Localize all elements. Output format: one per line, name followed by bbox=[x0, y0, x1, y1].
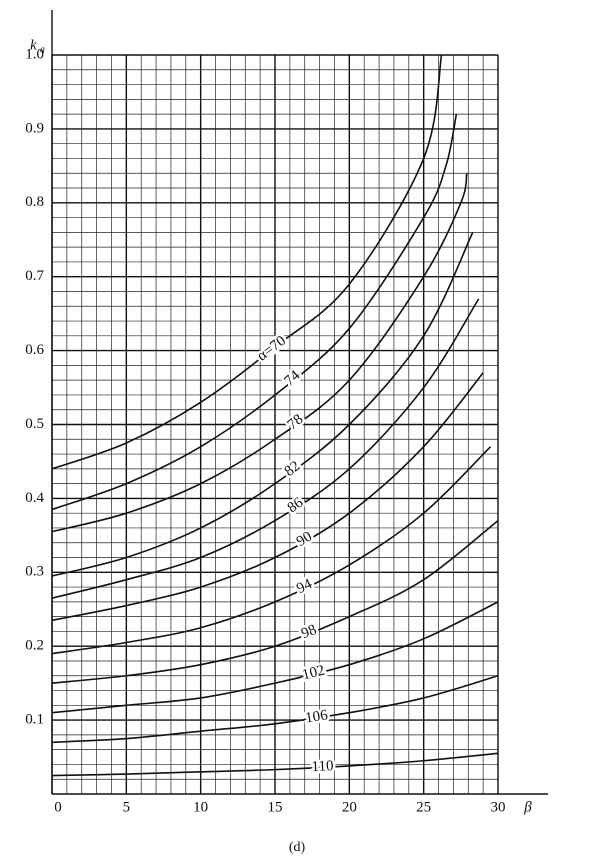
x-tick-label: 30 bbox=[491, 799, 506, 815]
y-tick-label: 0.8 bbox=[25, 194, 44, 210]
curve bbox=[51, 232, 474, 577]
x-tick-label: 0 bbox=[54, 799, 62, 815]
y-axis-label-sub: a bbox=[40, 44, 45, 55]
series-label: 106 bbox=[304, 707, 329, 726]
caption: (d) bbox=[289, 840, 306, 855]
curve bbox=[51, 446, 492, 655]
x-tick-label: 5 bbox=[123, 799, 131, 815]
curve bbox=[51, 372, 484, 622]
curve bbox=[51, 674, 499, 744]
x-tick-label: 25 bbox=[416, 799, 431, 815]
series-label: 98 bbox=[299, 622, 319, 642]
curve bbox=[51, 173, 468, 533]
series-label: α=70 bbox=[254, 333, 289, 365]
y-axis-label: k bbox=[30, 37, 37, 53]
y-tick-label: 1.0 bbox=[25, 46, 44, 62]
y-tick-label: 0.6 bbox=[25, 342, 44, 358]
curve bbox=[51, 601, 499, 714]
curve bbox=[51, 113, 458, 511]
y-tick-label: 0.3 bbox=[25, 564, 44, 580]
y-tick-label: 0.5 bbox=[25, 416, 44, 432]
y-tick-label: 0.4 bbox=[25, 490, 44, 506]
x-tick-label: 10 bbox=[193, 799, 208, 815]
curve bbox=[51, 752, 499, 777]
x-axis-label: β bbox=[523, 799, 532, 815]
y-tick-label: 0.7 bbox=[25, 268, 44, 284]
curve bbox=[51, 54, 443, 470]
series-label: 110 bbox=[311, 758, 334, 775]
curve bbox=[51, 298, 480, 599]
series-label: 94 bbox=[294, 576, 315, 597]
y-tick-label: 0.9 bbox=[25, 120, 44, 136]
y-tick-label: 0.2 bbox=[25, 638, 44, 654]
y-tick-label: 0.1 bbox=[25, 712, 44, 728]
x-tick-label: 20 bbox=[342, 799, 357, 815]
x-tick-label: 15 bbox=[268, 799, 283, 815]
curve bbox=[51, 519, 499, 684]
